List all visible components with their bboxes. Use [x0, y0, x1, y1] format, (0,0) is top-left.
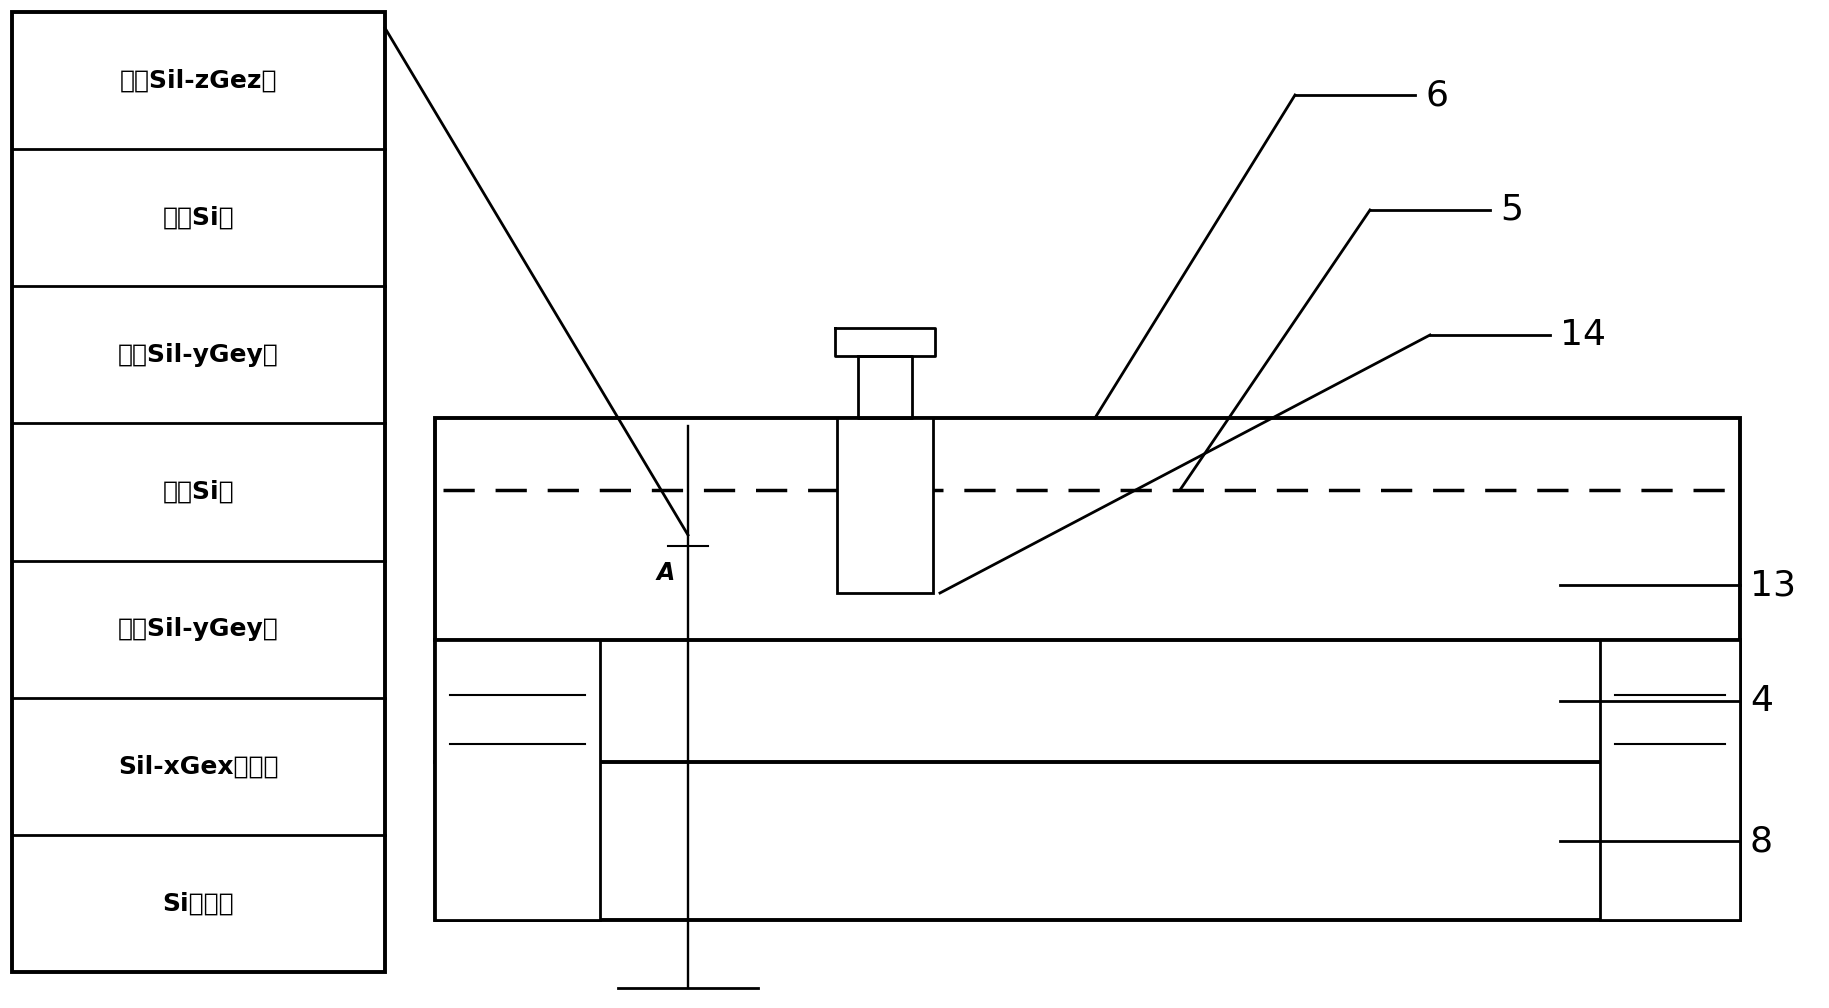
- Text: 4: 4: [1750, 684, 1772, 718]
- Text: 14: 14: [1560, 318, 1606, 352]
- Bar: [1600, 640, 1739, 920]
- Text: 5: 5: [1500, 193, 1524, 227]
- Text: 应变Sil-zGez层: 应变Sil-zGez层: [119, 69, 278, 93]
- Bar: [13, 12, 384, 972]
- Bar: [435, 418, 1739, 920]
- Text: 8: 8: [1750, 824, 1772, 858]
- Text: 13: 13: [1750, 568, 1796, 602]
- Text: 弛豮Sil-yGey层: 弛豮Sil-yGey层: [119, 343, 278, 367]
- Bar: [838, 418, 933, 593]
- Text: 应变Si层: 应变Si层: [163, 480, 234, 504]
- Text: 应变Si层: 应变Si层: [163, 206, 234, 230]
- Text: A: A: [657, 561, 675, 585]
- Bar: [435, 640, 600, 920]
- Text: 弛豮Sil-yGey层: 弛豮Sil-yGey层: [119, 617, 278, 641]
- Text: 6: 6: [1425, 78, 1449, 112]
- Text: Si腥底层: Si腥底层: [163, 891, 234, 915]
- Text: Sil-xGex渐变层: Sil-xGex渐变层: [119, 754, 278, 778]
